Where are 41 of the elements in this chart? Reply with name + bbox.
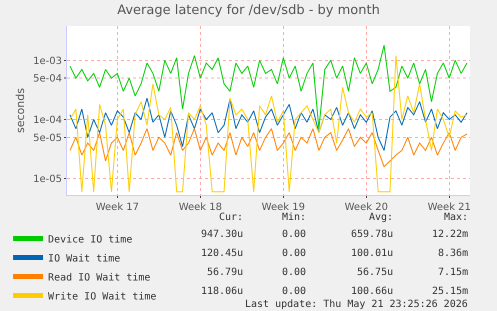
text: Min: xyxy=(282,212,306,223)
text: 12.22m xyxy=(432,229,468,240)
text: 0.00 xyxy=(282,286,306,297)
y-axis-title: seconds xyxy=(14,88,27,133)
text: 56.75u xyxy=(357,267,394,278)
text: 25.15m xyxy=(432,286,468,297)
text: 947.30u xyxy=(201,229,244,240)
y-tick-label: 5e-04 xyxy=(33,74,62,85)
text: 100.66u xyxy=(351,286,394,297)
chart-title: Average latency for /dev/sdb - by month xyxy=(117,3,380,18)
line-series xyxy=(69,44,468,130)
text: 0.00 xyxy=(282,248,306,259)
legend-label: Device IO time xyxy=(48,234,132,246)
line-series xyxy=(69,98,468,151)
y-tick-label: 5e-05 xyxy=(33,132,62,144)
x-tick-label: Week 18 xyxy=(178,202,222,213)
line-series xyxy=(69,55,468,192)
text: 120.45u xyxy=(201,248,244,259)
y-tick-label: 1e-03 xyxy=(33,56,62,67)
text: Last update: Thu May 21 23:25:26 2026 xyxy=(245,299,468,310)
text: 8.36m xyxy=(438,248,468,259)
text: Max: xyxy=(444,212,468,223)
x-tick-label: Week 19 xyxy=(262,202,305,213)
line-series xyxy=(69,128,468,168)
x-tick-label: Week 20 xyxy=(344,202,388,213)
text: 56.79u xyxy=(207,267,244,278)
text: Cur: xyxy=(219,212,244,223)
text: 118.06u xyxy=(201,286,244,297)
text: 659.78u xyxy=(351,229,394,240)
y-tick-label: 1e-05 xyxy=(33,174,62,186)
text: 0.00 xyxy=(282,267,306,278)
x-tick-label: Week 21 xyxy=(428,202,471,213)
x-tick-label: Week 17 xyxy=(96,202,140,213)
y-tick-label: 1e-04 xyxy=(33,115,62,126)
text: 7.15m xyxy=(438,267,468,278)
legend-label: IO Wait time xyxy=(48,253,120,264)
text: Avg: xyxy=(369,212,394,223)
legend-label: Write IO Wait time xyxy=(48,291,156,302)
text: 0.00 xyxy=(282,229,306,240)
legend-label: Read IO Wait time xyxy=(48,272,150,284)
text: 100.01u xyxy=(351,248,394,259)
